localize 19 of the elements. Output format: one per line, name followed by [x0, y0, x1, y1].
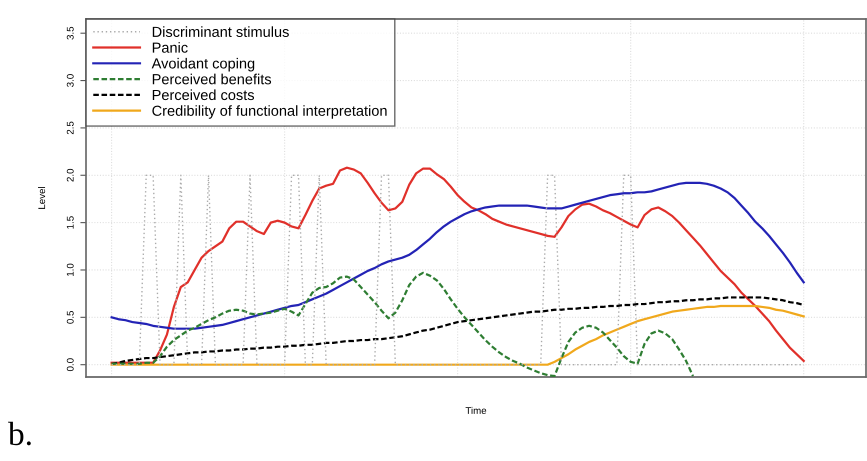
y-tick-label: 1.0 [66, 264, 74, 276]
y-tick-label: 3.5 [66, 26, 74, 40]
legend-label: Discriminant stimulus [152, 26, 289, 38]
y-tick-label: 0.5 [66, 310, 74, 324]
legend-label: Avoidant coping [152, 58, 254, 72]
y-axis-title: Level [38, 187, 46, 209]
y-tick-label: 3.0 [66, 74, 74, 87]
legend-label: Perceived benefits [152, 74, 272, 84]
y-tick-label: 0.0 [66, 358, 74, 372]
y-tick-label: 1.5 [66, 216, 74, 229]
line-series [110, 182, 805, 330]
y-tick-label: 2.5 [66, 122, 74, 134]
legend-label: Perceived costs [152, 89, 254, 100]
legend-label: Credibility of functional interpretation [152, 105, 387, 119]
line-series [110, 272, 694, 377]
x-axis-title: Time [466, 406, 486, 414]
y-tick-label: 2.0 [66, 168, 74, 182]
legend-label: Panic [152, 42, 188, 53]
text: b. [8, 422, 31, 446]
